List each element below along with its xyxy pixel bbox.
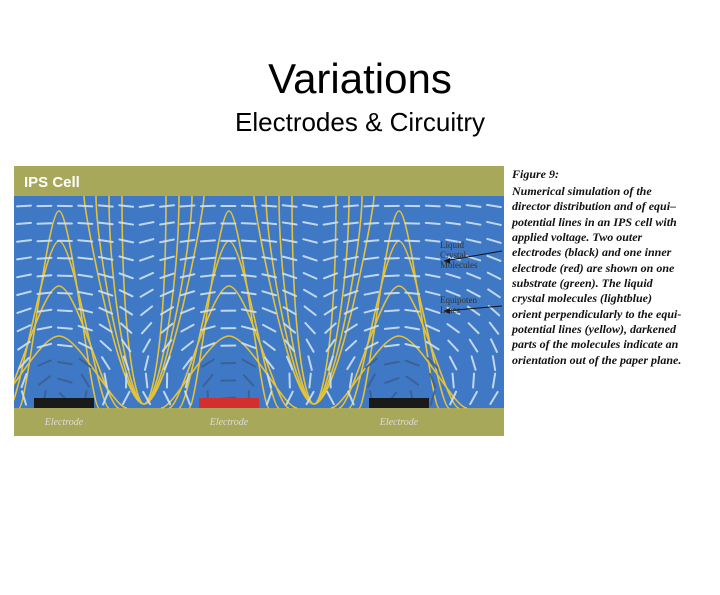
page-subtitle: Electrodes & Circuitry (0, 107, 720, 138)
page-title: Variations (0, 55, 720, 103)
diagram-side-label: EquipotenLines (440, 296, 477, 316)
content-row: IPS Cell Electrode Electrode Electrode Liqu… (0, 166, 720, 436)
caption-body: Numerical simulation of the director dis… (512, 184, 684, 368)
svg-text:IPS Cell: IPS Cell (24, 174, 80, 191)
svg-text:Electrode: Electrode (379, 417, 419, 428)
caption-heading: Figure 9: (512, 168, 684, 182)
diagram-container: IPS Cell Electrode Electrode Electrode Liqu… (14, 166, 504, 436)
svg-text:Electrode: Electrode (44, 417, 84, 428)
ips-cell-diagram: IPS Cell Electrode Electrode Electrode (14, 166, 504, 436)
figure-caption: Figure 9: Numerical simulation of the di… (512, 166, 684, 436)
svg-text:Electrode: Electrode (209, 417, 249, 428)
diagram-side-label: LiquidCrystalMolecules (440, 241, 478, 271)
